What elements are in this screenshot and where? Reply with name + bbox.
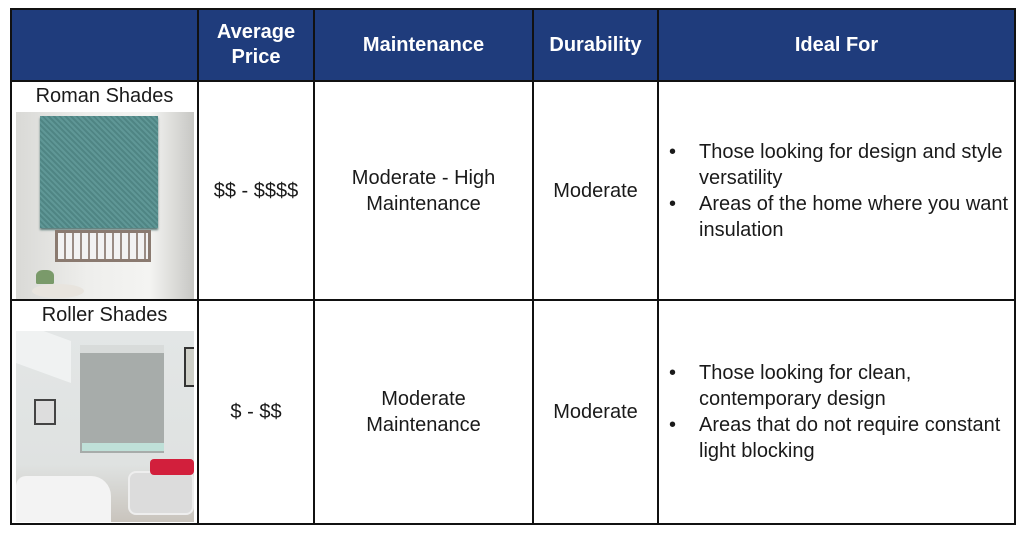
header-row: Average Price Maintenance Durability Ide… bbox=[10, 8, 1016, 82]
ideal-for-list: Those looking for design and style versa… bbox=[659, 139, 1014, 243]
comparison-table: Average Price Maintenance Durability Ide… bbox=[10, 8, 1016, 525]
durability-cell: Moderate bbox=[532, 299, 659, 525]
header-average-price: Average Price bbox=[197, 8, 315, 82]
header-blank bbox=[10, 8, 199, 82]
header-durability: Durability bbox=[532, 8, 659, 82]
price-cell: $ - $$ bbox=[197, 299, 315, 525]
roman-shades-image bbox=[15, 112, 194, 299]
roller-shades-image bbox=[15, 331, 194, 522]
list-item: Those looking for clean, contemporary de… bbox=[669, 360, 1014, 412]
maintenance-cell: Moderate - High Maintenance bbox=[313, 80, 534, 301]
ideal-for-cell: Those looking for clean, contemporary de… bbox=[657, 299, 1016, 525]
ideal-for-cell: Those looking for design and style versa… bbox=[657, 80, 1016, 301]
price-cell: $$ - $$$$ bbox=[197, 80, 315, 301]
product-name: Roller Shades bbox=[41, 304, 168, 326]
list-item: Areas that do not require constant light… bbox=[669, 412, 1014, 464]
product-cell: Roller Shades bbox=[10, 299, 199, 525]
list-item: Those looking for design and style versa… bbox=[669, 139, 1014, 191]
table-row: Roman Shades $$ - $$$$ Moderate - High M… bbox=[10, 80, 1016, 301]
product-name: Roman Shades bbox=[35, 85, 174, 107]
maintenance-cell: Moderate Maintenance bbox=[313, 299, 534, 525]
durability-cell: Moderate bbox=[532, 80, 659, 301]
header-maintenance: Maintenance bbox=[313, 8, 534, 82]
product-cell: Roman Shades bbox=[10, 80, 199, 301]
table-row: Roller Shades $ - $$ Moderate Maintenanc… bbox=[10, 299, 1016, 525]
ideal-for-list: Those looking for clean, contemporary de… bbox=[659, 360, 1014, 464]
list-item: Areas of the home where you want insulat… bbox=[669, 191, 1014, 243]
header-ideal-for: Ideal For bbox=[657, 8, 1016, 82]
